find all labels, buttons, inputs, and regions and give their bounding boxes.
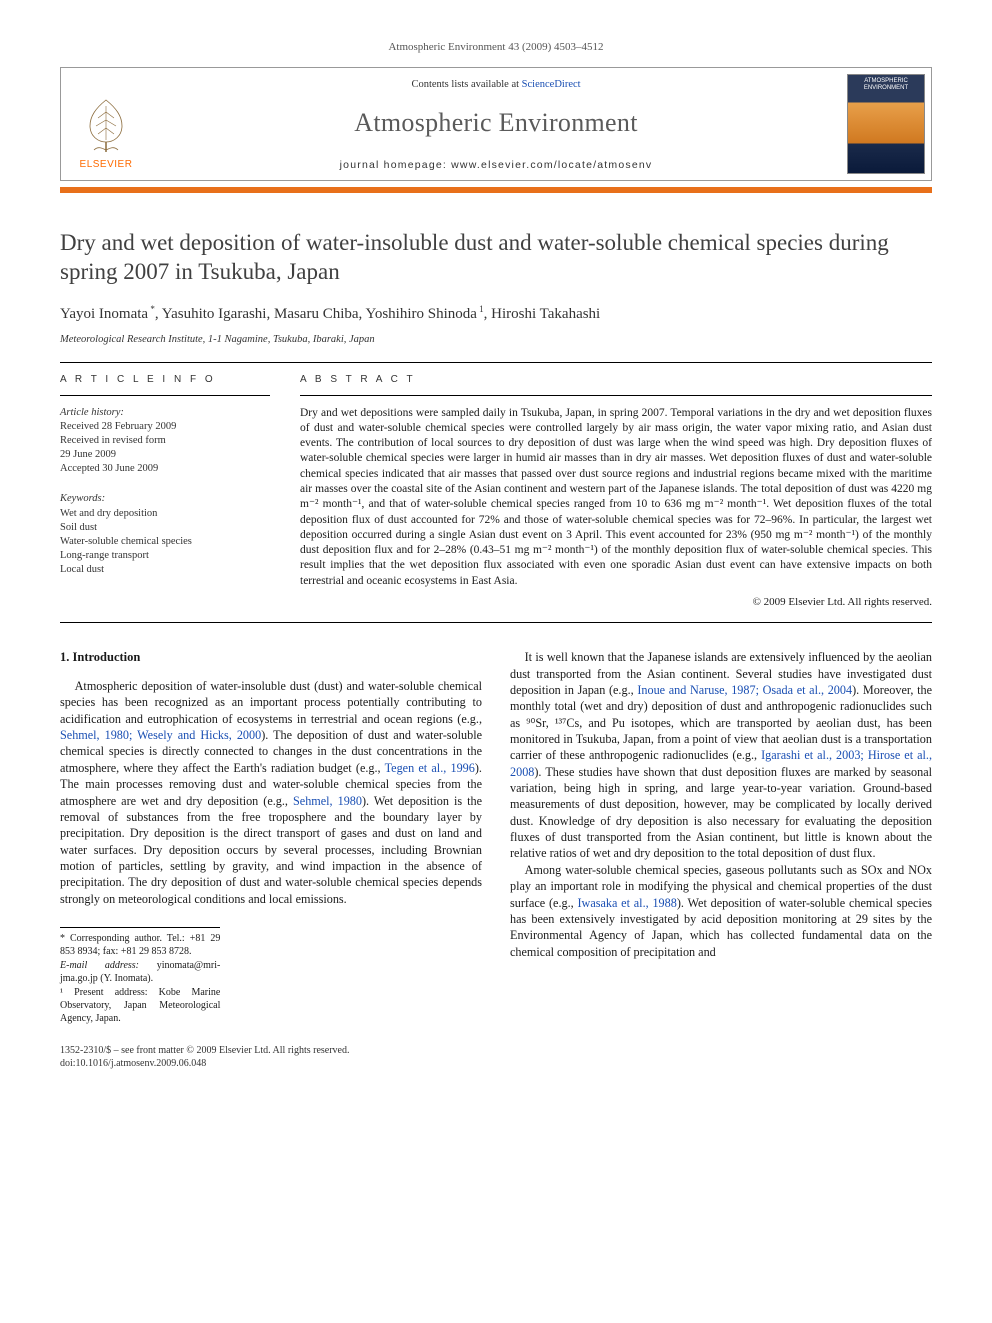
email-label: E-mail address: bbox=[60, 960, 139, 971]
intro-paragraph-3: Among water-soluble chemical species, ga… bbox=[510, 862, 932, 960]
rule-mid bbox=[60, 622, 932, 623]
intro-paragraph-2: It is well known that the Japanese islan… bbox=[510, 649, 932, 861]
elsevier-tree-icon bbox=[76, 94, 136, 154]
meta-row: A R T I C L E I N F O Article history: R… bbox=[60, 363, 932, 611]
keyword: Long-range transport bbox=[60, 550, 149, 561]
text-run: ). Wet deposition is the removal of subs… bbox=[60, 794, 482, 906]
abstract-label: A B S T R A C T bbox=[300, 363, 932, 396]
citation-link[interactable]: Sehmel, 1980 bbox=[293, 794, 362, 808]
text-run: Atmospheric deposition of water-insolubl… bbox=[60, 679, 482, 726]
doi-line: doi:10.1016/j.atmosenv.2009.06.048 bbox=[60, 1057, 932, 1070]
contents-prefix: Contents lists available at bbox=[411, 79, 521, 90]
footnote-present-address: ¹ Present address: Kobe Marine Observato… bbox=[60, 986, 220, 1025]
homepage-url[interactable]: www.elsevier.com/locate/atmosenv bbox=[451, 159, 652, 171]
citation-link[interactable]: Sehmel, 1980; Wesely and Hicks, 2000 bbox=[60, 728, 261, 742]
publisher-block: ELSEVIER bbox=[61, 68, 151, 180]
history-heading: Article history: bbox=[60, 407, 124, 418]
abstract-text: Dry and wet depositions were sampled dai… bbox=[300, 406, 932, 589]
issn-line: 1352-2310/$ – see front matter © 2009 El… bbox=[60, 1044, 932, 1057]
history-revised-l2: 29 June 2009 bbox=[60, 449, 116, 460]
keywords-block: Keywords: Wet and dry deposition Soil du… bbox=[60, 492, 270, 577]
column-left: 1. Introduction Atmospheric deposition o… bbox=[60, 649, 482, 1026]
history-received: Received 28 February 2009 bbox=[60, 421, 176, 432]
journal-banner: ELSEVIER Contents lists available at Sci… bbox=[60, 67, 932, 181]
cover-thumb-wrap: ATMOSPHERIC ENVIRONMENT bbox=[841, 68, 931, 180]
keywords-heading: Keywords: bbox=[60, 493, 105, 504]
corr-marker: * bbox=[148, 304, 155, 314]
history-accepted: Accepted 30 June 2009 bbox=[60, 463, 158, 474]
sciencedirect-link[interactable]: ScienceDirect bbox=[522, 79, 581, 90]
footnote-email: E-mail address: yinomata@mri-jma.go.jp (… bbox=[60, 959, 220, 985]
keyword: Water-soluble chemical species bbox=[60, 536, 192, 547]
publisher-name: ELSEVIER bbox=[80, 158, 133, 172]
intro-paragraph-1: Atmospheric deposition of water-insolubl… bbox=[60, 678, 482, 907]
keyword: Wet and dry deposition bbox=[60, 508, 157, 519]
banner-center: Contents lists available at ScienceDirec… bbox=[151, 68, 841, 180]
running-header: Atmospheric Environment 43 (2009) 4503–4… bbox=[60, 40, 932, 55]
abstract-col: A B S T R A C T Dry and wet depositions … bbox=[300, 363, 932, 611]
article-title: Dry and wet deposition of water-insolubl… bbox=[60, 229, 932, 287]
body-columns: 1. Introduction Atmospheric deposition o… bbox=[60, 649, 932, 1026]
page-footer: 1352-2310/$ – see front matter © 2009 El… bbox=[60, 1044, 932, 1070]
keyword: Local dust bbox=[60, 564, 104, 575]
cover-thumb-label: ATMOSPHERIC ENVIRONMENT bbox=[848, 78, 924, 91]
orange-divider-bar bbox=[60, 187, 932, 193]
author-list: Yayoi Inomata *, Yasuhito Igarashi, Masa… bbox=[60, 303, 932, 325]
abstract-copyright: © 2009 Elsevier Ltd. All rights reserved… bbox=[300, 595, 932, 610]
history-revised-l1: Received in revised form bbox=[60, 435, 166, 446]
journal-cover-thumb: ATMOSPHERIC ENVIRONMENT bbox=[847, 74, 925, 174]
footnotes: * Corresponding author. Tel.: +81 29 853… bbox=[60, 927, 220, 1025]
citation-link[interactable]: Iwasaka et al., 1988 bbox=[577, 896, 676, 910]
affiliation: Meteorological Research Institute, 1-1 N… bbox=[60, 333, 932, 348]
homepage-prefix: journal homepage: bbox=[340, 159, 452, 171]
journal-name: Atmospheric Environment bbox=[159, 105, 833, 141]
article-info-col: A R T I C L E I N F O Article history: R… bbox=[60, 363, 270, 611]
contents-line: Contents lists available at ScienceDirec… bbox=[159, 78, 833, 93]
section-heading-intro: 1. Introduction bbox=[60, 649, 482, 666]
citation-link[interactable]: Inoue and Naruse, 1987; Osada et al., 20… bbox=[637, 683, 852, 697]
keyword: Soil dust bbox=[60, 522, 97, 533]
article-history: Article history: Received 28 February 20… bbox=[60, 406, 270, 477]
footnote-corresponding: * Corresponding author. Tel.: +81 29 853… bbox=[60, 932, 220, 958]
column-right: It is well known that the Japanese islan… bbox=[510, 649, 932, 1026]
citation-link[interactable]: Tegen et al., 1996 bbox=[385, 761, 475, 775]
journal-homepage: journal homepage: www.elsevier.com/locat… bbox=[159, 158, 833, 173]
article-info-label: A R T I C L E I N F O bbox=[60, 363, 270, 396]
affil-marker-1: 1 bbox=[477, 304, 484, 314]
text-run: ). These studies have shown that dust de… bbox=[510, 765, 932, 861]
